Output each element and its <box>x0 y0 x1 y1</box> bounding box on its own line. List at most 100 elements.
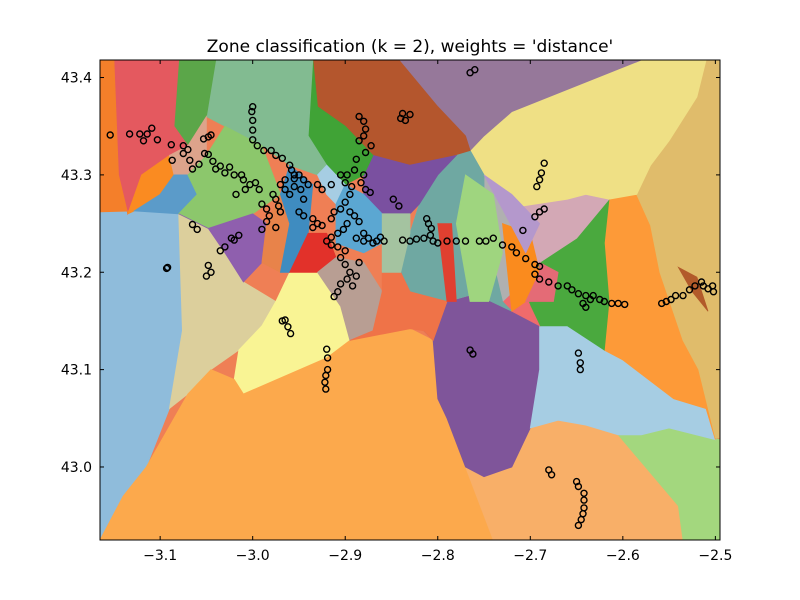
data-point <box>323 345 331 353</box>
data-point <box>260 146 268 155</box>
data-point <box>600 297 608 306</box>
x-tick-label: −2.5 <box>698 548 732 564</box>
data-point <box>355 217 363 226</box>
data-point <box>355 137 363 145</box>
data-point <box>241 185 250 194</box>
x-tick-label: −3.1 <box>143 548 177 564</box>
data-point <box>537 169 546 177</box>
data-point <box>531 270 539 278</box>
data-point <box>295 208 303 216</box>
data-point <box>346 190 354 199</box>
data-point <box>207 131 215 139</box>
data-point <box>547 471 556 479</box>
data-point <box>281 176 289 184</box>
data-point <box>341 247 349 255</box>
data-point <box>248 107 256 116</box>
data-point <box>580 489 588 497</box>
data-point <box>204 150 213 159</box>
data-point <box>360 171 368 179</box>
data-point <box>262 217 271 226</box>
data-point <box>286 329 295 338</box>
data-point <box>589 291 597 300</box>
data-point <box>232 190 240 199</box>
data-point <box>348 282 357 290</box>
data-point <box>361 125 370 133</box>
data-point <box>519 226 527 235</box>
data-point <box>267 146 275 155</box>
data-point <box>221 169 229 177</box>
data-point <box>352 155 360 164</box>
y-tick-label: 43.0 <box>61 460 92 476</box>
data-point <box>540 159 548 167</box>
plot-frame <box>99 59 721 541</box>
data-point <box>200 149 209 158</box>
data-point <box>272 195 280 203</box>
data-point <box>533 182 541 191</box>
data-point <box>341 178 349 187</box>
data-point <box>179 149 188 158</box>
decision-regions <box>100 60 720 540</box>
y-tick-label: 43.3 <box>61 168 92 184</box>
data-point <box>367 141 375 150</box>
zone-region <box>677 266 709 312</box>
data-point <box>318 221 326 230</box>
data-point <box>327 241 335 249</box>
data-points <box>106 65 718 530</box>
data-point <box>188 220 197 229</box>
data-point <box>535 208 544 216</box>
data-point <box>313 180 322 189</box>
data-point <box>290 171 298 179</box>
data-point <box>153 136 162 144</box>
data-point <box>262 205 271 213</box>
data-point <box>258 225 266 234</box>
data-point <box>373 237 381 245</box>
data-point <box>341 198 349 206</box>
data-point <box>290 175 298 183</box>
data-point <box>168 156 176 165</box>
data-point <box>412 235 421 243</box>
data-point <box>330 208 338 216</box>
data-point <box>339 225 348 234</box>
data-point <box>258 200 266 208</box>
data-point <box>225 163 234 171</box>
data-point <box>376 233 385 241</box>
data-point <box>369 239 377 247</box>
data-point <box>330 292 338 301</box>
data-point <box>299 195 308 203</box>
data-point <box>406 237 414 245</box>
data-point <box>188 165 197 173</box>
data-point <box>323 354 332 362</box>
data-point <box>209 157 217 166</box>
data-point <box>395 202 403 210</box>
data-point <box>355 112 363 121</box>
data-point <box>346 208 354 216</box>
data-point <box>323 237 331 245</box>
data-point <box>346 268 354 276</box>
data-point <box>276 208 285 216</box>
data-point <box>163 263 172 272</box>
data-point <box>576 359 584 367</box>
zone-region <box>205 60 328 176</box>
data-point <box>360 229 368 238</box>
data-point <box>574 482 583 491</box>
data-point <box>207 268 215 276</box>
data-point <box>426 231 435 240</box>
data-point <box>535 275 544 283</box>
x-tick-label: −2.6 <box>606 548 640 564</box>
zone-region <box>349 271 448 342</box>
data-point <box>621 300 629 309</box>
y-tick-label: 43.2 <box>61 265 92 281</box>
data-point <box>577 515 585 524</box>
data-point <box>554 282 562 290</box>
data-point <box>336 253 345 262</box>
data-point <box>136 130 144 138</box>
data-point <box>162 264 171 273</box>
zone-region <box>502 223 541 312</box>
data-point <box>667 295 675 304</box>
data-point <box>691 282 699 290</box>
zone-region <box>437 223 457 302</box>
data-point <box>248 102 257 111</box>
data-point <box>482 237 490 245</box>
data-point <box>357 178 365 187</box>
